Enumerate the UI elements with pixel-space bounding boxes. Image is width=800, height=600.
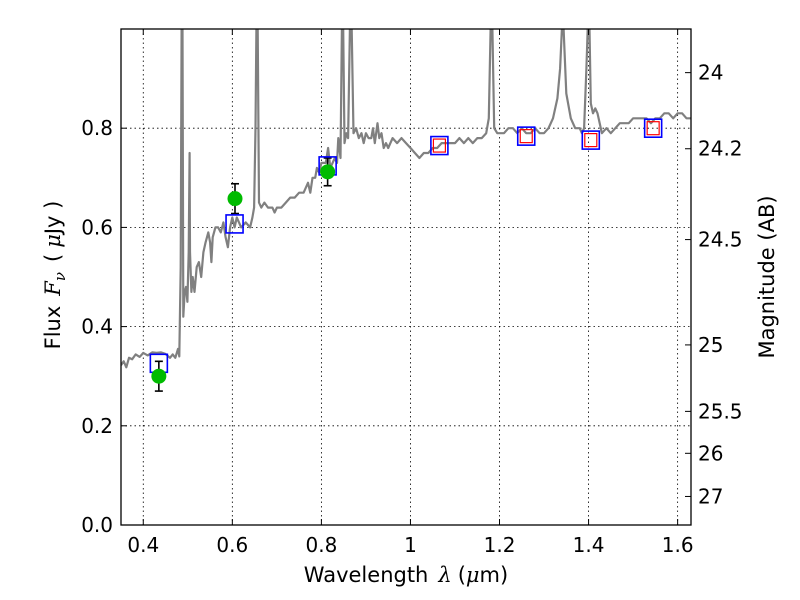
y2-tick-label: 27 [698, 484, 723, 508]
model-point [430, 135, 449, 156]
x-tick-label: 0.6 [216, 533, 248, 557]
y-tick-label: 0.6 [81, 215, 113, 239]
series-layer [121, 29, 691, 392]
secondary-point [432, 138, 446, 153]
y-axis-label-unit-mu: μ [41, 234, 65, 248]
model-point [225, 214, 244, 234]
x-axis-label-symbol: λ [437, 563, 451, 587]
x-tick-label: 1.4 [573, 533, 605, 557]
y-axis-label-unit-open: ( [41, 254, 65, 262]
y-axis-ticks: 0.0 0.2 0.4 0.6 0.8 [81, 116, 127, 537]
x-tick-label: 1 [404, 533, 417, 557]
x-tick-label: 1.6 [662, 533, 694, 557]
y2-axis-ticks: 24 24.2 24.5 25 25.5 26 27 [685, 61, 743, 508]
y2-tick-label: 24.2 [698, 137, 743, 161]
secondary-point [519, 129, 533, 144]
observed-point [227, 191, 243, 207]
x-axis-ticks: 0.4 0.6 0.8 1 1.2 1.4 1.6 [127, 29, 694, 557]
y2-axis-label: Magnitude (AB) [755, 195, 779, 358]
observed-point [320, 164, 336, 180]
x-tick-label: 0.4 [127, 533, 159, 557]
y-axis-label-unit-rest: Jy ) [41, 201, 65, 237]
x-tick-label: 0.8 [305, 533, 337, 557]
y2-tick-label: 25.5 [698, 399, 743, 423]
model-point [581, 130, 601, 150]
x-tick-label: 1.2 [484, 533, 516, 557]
y-tick-label: 0.2 [81, 414, 113, 438]
plot-frame [120, 28, 692, 526]
x-axis-label-unit-rest: m) [480, 563, 509, 587]
observed-point [151, 368, 167, 384]
y-axis-label-subscript: ν [51, 272, 69, 281]
y-tick-label: 0.4 [81, 315, 113, 339]
y-axis-label-symbol: F [41, 280, 65, 297]
x-axis-label-unit-open: ( [458, 563, 466, 587]
y-axis-label: Flux Fν ( μJy ) [41, 201, 69, 350]
model-spectrum-line [121, 29, 691, 369]
y-axis-label-text: Flux [41, 306, 65, 350]
model-point [643, 118, 663, 138]
y-tick-label: 0.0 [81, 513, 113, 537]
y-tick-label: 0.8 [81, 116, 113, 140]
y2-tick-label: 26 [698, 441, 723, 465]
y2-tick-label: 24 [698, 61, 723, 85]
x-axis-label-text: Wavelength [304, 563, 429, 587]
y2-tick-label: 25 [698, 333, 723, 357]
grid-lines [121, 29, 691, 526]
x-axis-label: Wavelength λ (μm) [304, 563, 508, 587]
x-axis-label-unit-mu: μ [466, 563, 480, 587]
secondary-point [646, 121, 660, 136]
y2-tick-label: 24.5 [698, 228, 743, 252]
secondary-point [584, 133, 598, 148]
model-point [516, 126, 536, 146]
